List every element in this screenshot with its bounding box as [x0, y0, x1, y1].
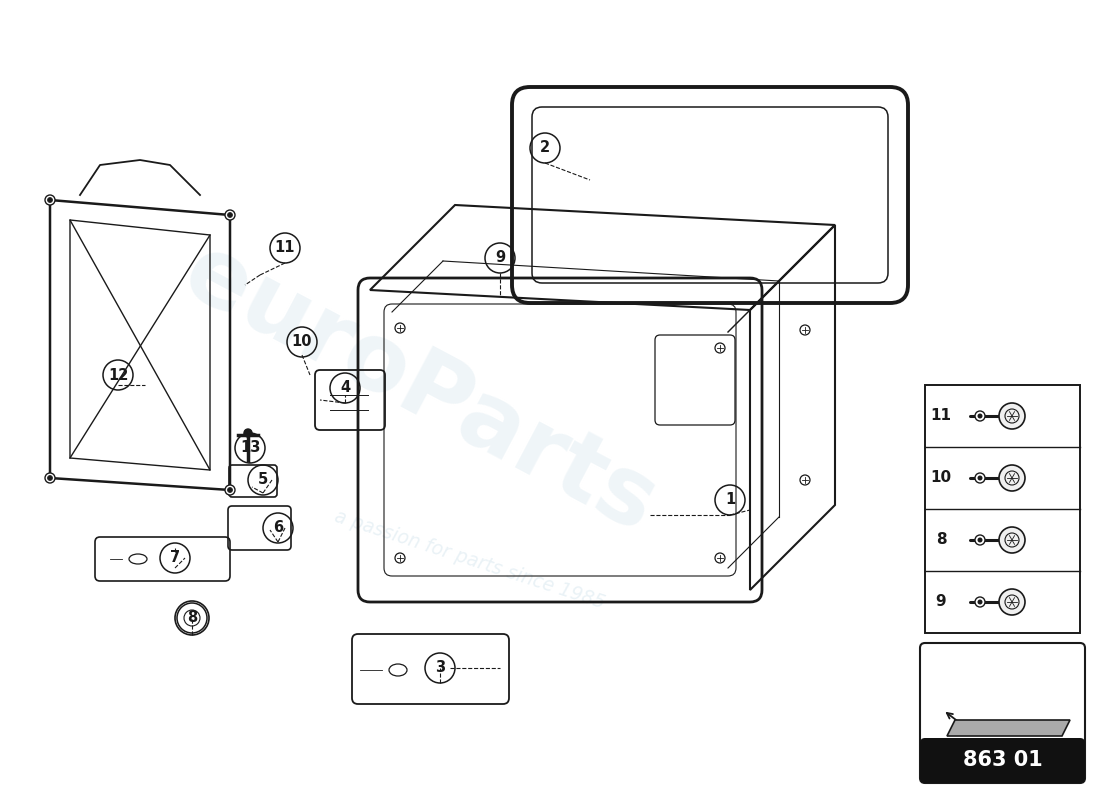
Circle shape — [999, 527, 1025, 553]
Circle shape — [45, 473, 55, 483]
Circle shape — [978, 599, 982, 605]
Text: 2: 2 — [540, 141, 550, 155]
Text: 13: 13 — [240, 441, 261, 455]
Text: a passion for parts since 1985: a passion for parts since 1985 — [332, 507, 607, 613]
Bar — [925, 385, 1080, 633]
Circle shape — [978, 414, 982, 418]
FancyBboxPatch shape — [920, 738, 1085, 783]
Circle shape — [226, 485, 235, 495]
Circle shape — [45, 195, 55, 205]
Text: 9: 9 — [936, 594, 946, 610]
Text: 4: 4 — [340, 381, 350, 395]
Text: 5: 5 — [257, 473, 268, 487]
Text: 3: 3 — [434, 661, 446, 675]
Circle shape — [975, 411, 984, 421]
Text: 1: 1 — [725, 493, 735, 507]
Circle shape — [975, 535, 984, 545]
Text: 10: 10 — [931, 470, 952, 486]
Circle shape — [228, 213, 232, 218]
Circle shape — [975, 597, 984, 607]
Circle shape — [999, 465, 1025, 491]
Text: 863 01: 863 01 — [962, 750, 1043, 770]
Text: 10: 10 — [292, 334, 312, 350]
Text: 6: 6 — [273, 521, 283, 535]
Circle shape — [47, 198, 53, 202]
Text: 8: 8 — [936, 533, 946, 547]
Text: 7: 7 — [169, 550, 180, 566]
Polygon shape — [947, 720, 1070, 736]
Text: 11: 11 — [931, 409, 952, 423]
Circle shape — [975, 473, 984, 483]
Text: euroParts: euroParts — [168, 227, 672, 553]
Circle shape — [999, 403, 1025, 429]
Circle shape — [47, 475, 53, 481]
Text: 12: 12 — [108, 367, 129, 382]
Circle shape — [226, 210, 235, 220]
Text: 8: 8 — [187, 610, 197, 626]
Circle shape — [978, 475, 982, 481]
Circle shape — [228, 487, 232, 493]
Circle shape — [978, 538, 982, 542]
Circle shape — [999, 589, 1025, 615]
Text: 11: 11 — [275, 241, 295, 255]
Circle shape — [244, 429, 252, 437]
Text: 9: 9 — [495, 250, 505, 266]
